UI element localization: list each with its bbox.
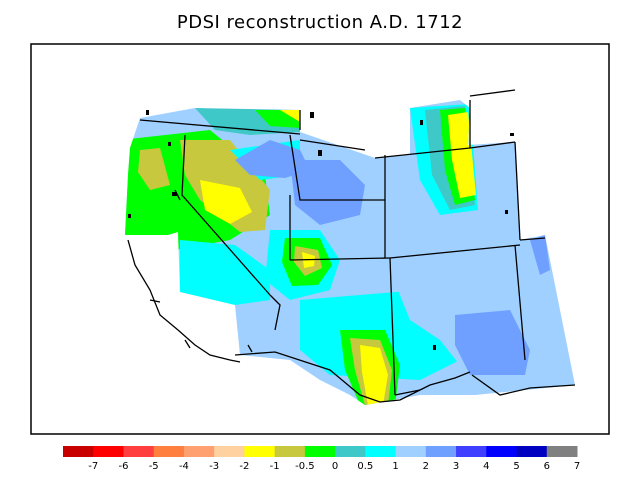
colorbar-label: -3 — [209, 461, 219, 472]
colorbar-swatch — [153, 446, 185, 457]
colorbar-label: 0.5 — [357, 461, 373, 472]
colorbar-swatch — [365, 446, 397, 457]
colorbar-label: 5 — [513, 461, 519, 472]
map-title: PDSI reconstruction A.D. 1712 — [176, 12, 464, 33]
colorbar-swatch — [214, 446, 245, 457]
colorbar-label: -1 — [270, 461, 280, 472]
map-frame — [30, 43, 610, 435]
pdsi-field — [125, 100, 575, 405]
colorbar-swatch — [183, 446, 215, 457]
colorbar-label: -0.5 — [295, 461, 315, 472]
colorbar-label: -5 — [149, 461, 159, 472]
colorbar-label: 1 — [392, 461, 398, 472]
colorbar-swatch — [456, 446, 487, 457]
colorbar-swatch — [244, 446, 276, 457]
colorbar-label: 7 — [574, 461, 580, 472]
colorbar-swatch — [304, 446, 336, 457]
colorbar-label: -2 — [239, 461, 249, 472]
colorbar-swatch — [63, 446, 94, 457]
lakes — [128, 110, 514, 350]
colorbar-swatch — [123, 446, 155, 457]
colorbar-swatch — [516, 446, 548, 457]
colorbar-label: 2 — [423, 461, 429, 472]
colorbar-swatch — [486, 446, 518, 457]
colorbar-label: 6 — [544, 461, 550, 472]
colorbar-label: -7 — [88, 461, 98, 472]
colorbar-swatch — [274, 446, 306, 457]
colorbar-swatch — [395, 446, 427, 457]
colorbar-swatch — [425, 446, 457, 457]
colorbar-swatch — [335, 446, 366, 457]
colorbar-swatch — [546, 446, 578, 457]
coastline — [127, 239, 576, 403]
colorbar-label: 3 — [453, 461, 459, 472]
colorbar-swatch — [93, 446, 124, 457]
state-borders — [139, 89, 546, 396]
colorbar-label: 0 — [332, 461, 338, 472]
colorbar-label: 4 — [483, 461, 489, 472]
colorbar-label: -4 — [179, 461, 189, 472]
colorbar-label: -6 — [118, 461, 128, 472]
